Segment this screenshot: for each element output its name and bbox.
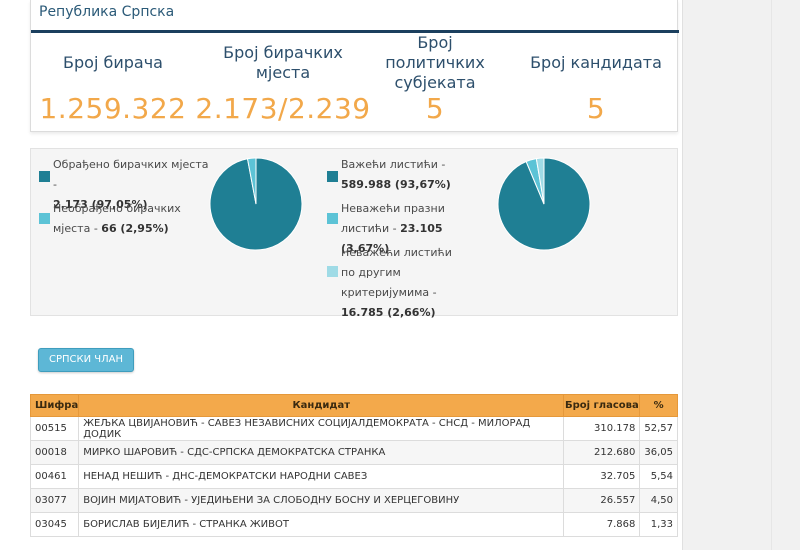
legend-processed: Обрађено бирачких мјеста -2.173 (97,05%): [53, 158, 209, 211]
legend-invalid-blank: Неважећи празни листићи - 23.105 (3,67%): [341, 202, 445, 255]
cell-percent: 5,54: [639, 464, 678, 489]
table-row: 00461 НЕНАД НЕШИЋ - ДНС-ДЕМОКРАТСКИ НАРО…: [29, 464, 678, 489]
cell-candidate: МИРКО ШАРОВИЋ - СДС-СРПСКА ДЕМОКРАТСКА С…: [78, 440, 565, 465]
cell-code: 03045: [29, 512, 80, 537]
cell-code: 03077: [29, 488, 80, 513]
legend-invalid-other: Неважећи листићи по другим критеријумима…: [341, 246, 452, 319]
cell-votes: 32.705: [563, 464, 641, 489]
legend-swatch: [39, 171, 50, 182]
header-percent[interactable]: %: [639, 394, 678, 417]
table-row: 03077 ВОЈИН МИЈАТОВИЋ - УЈЕДИЊЕНИ ЗА СЛО…: [29, 488, 678, 513]
results-table: Шифра Кандидат Број гласова % 00515 ЖЕЉК…: [29, 394, 678, 537]
cell-votes: 26.557: [563, 488, 641, 513]
cell-percent: 36,05: [639, 440, 678, 465]
stat-label: Број кандидата: [530, 53, 662, 72]
header-votes[interactable]: Број гласова: [563, 394, 641, 417]
cell-percent: 4,50: [639, 488, 678, 513]
legend-unprocessed: Необрађено бирачких мјеста - 66 (2,95%): [53, 202, 181, 235]
stat-label: Број бирачких мјеста: [223, 43, 343, 82]
table-row: 03045 БОРИСЛАВ БИЈЕЛИЋ - СТРАНКА ЖИВОТ 7…: [29, 512, 678, 537]
summary-panel: Република Српска Број бирача 1.259.322 Б…: [30, 0, 679, 132]
legend-valid: Важећи листићи - 589.988 (93,67%): [341, 158, 451, 191]
cell-percent: 52,57: [639, 416, 678, 441]
cell-percent: 1,33: [639, 512, 678, 537]
stat-label: Број политичких субјеката: [385, 33, 485, 92]
tab-serbian-member[interactable]: СРПСКИ ЧЛАН: [38, 348, 134, 372]
legend-swatch: [327, 266, 338, 277]
header-candidate[interactable]: Кандидат: [78, 394, 565, 417]
stat-value: 1.259.322: [39, 92, 187, 125]
cell-candidate: БОРИСЛАВ БИЈЕЛИЋ - СТРАНКА ЖИВОТ: [78, 512, 565, 537]
stat-value: 5: [425, 92, 445, 125]
cell-candidate: НЕНАД НЕШИЋ - ДНС-ДЕМОКРАТСКИ НАРОДНИ СА…: [78, 464, 565, 489]
results-pie-panel: Обрађено бирачких мјеста -2.173 (97,05%)…: [30, 148, 678, 319]
table-header-row: Шифра Кандидат Број гласова %: [29, 394, 678, 417]
legend-swatch: [327, 213, 338, 224]
table-row: 00018 МИРКО ШАРОВИЋ - СДС-СРПСКА ДЕМОКРА…: [29, 440, 678, 465]
legend-swatch: [39, 213, 50, 224]
cell-candidate: ЖЕЉКА ЦВИЈАНОВИЋ - САВЕЗ НЕЗАВИСНИХ СОЦИ…: [78, 416, 565, 441]
pie-chart-ballots: [497, 157, 591, 251]
stat-value: 2.173/2.239: [195, 92, 371, 125]
cell-code: 00515: [29, 416, 80, 441]
title-divider: [31, 30, 679, 33]
cell-candidate: ВОЈИН МИЈАТОВИЋ - УЈЕДИЊЕНИ ЗА СЛОБОДНУ …: [78, 488, 565, 513]
cell-code: 00018: [29, 440, 80, 465]
stat-voters: Број бирача 1.259.322: [33, 42, 193, 125]
pie-chart-polling-stations: [209, 157, 303, 251]
stat-candidates: Број кандидата 5: [519, 42, 673, 125]
cell-code: 00461: [29, 464, 80, 489]
region-title: Република Српска: [39, 4, 175, 20]
right-margin: [682, 0, 800, 550]
cell-votes: 212.680: [563, 440, 641, 465]
stat-polling-stations: Број бирачких мјеста 2.173/2.239: [195, 42, 371, 125]
cell-votes: 310.178: [563, 416, 641, 441]
stat-political-subjects: Број политичких субјеката 5: [361, 33, 509, 125]
pie-slice-2: [246, 157, 257, 205]
stat-value: 5: [586, 92, 606, 125]
stat-label: Број бирача: [63, 53, 163, 72]
legend-swatch: [327, 171, 338, 182]
table-row: 00515 ЖЕЉКА ЦВИЈАНОВИЋ - САВЕЗ НЕЗАВИСНИ…: [29, 416, 678, 441]
header-code[interactable]: Шифра: [29, 394, 80, 417]
pie-slice-3: [535, 157, 545, 205]
cell-votes: 7.868: [563, 512, 641, 537]
